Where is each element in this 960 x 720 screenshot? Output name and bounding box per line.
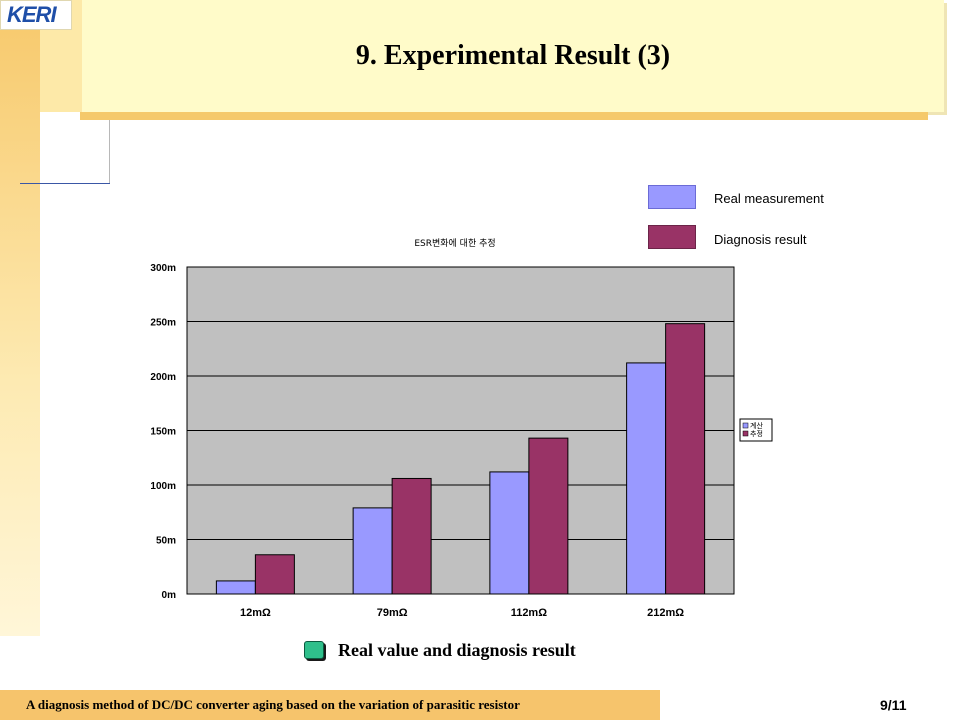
bar-diagnosis-result [254,554,295,595]
inner-legend-swatch [742,430,749,437]
legend-label-diagnosis-result: Diagnosis result [714,232,807,247]
y-tick-label: 0m [162,590,177,601]
legend-swatch-real-measurement [648,185,696,209]
decor-horizontal-line [20,183,110,184]
inner-legend-label: 추정 [750,429,763,438]
y-tick-label: 150m [150,427,176,438]
slide-title: 9. Experimental Result (3) [355,40,671,71]
inner-legend-swatch [742,422,749,429]
logo-text: KERI [7,2,57,27]
bar-real-measurement [215,580,256,595]
inner-legend-label: 계산 [750,421,763,430]
x-tick-label: 212mΩ [647,607,684,619]
title-bar: 9. Experimental Result (3) [82,0,944,112]
keri-logo: KERI [0,0,72,30]
bar-real-measurement [352,507,393,595]
x-tick-label: 79mΩ [377,607,408,619]
chart-caption: Real value and diagnosis result [338,640,576,660]
left-decor-band [0,0,40,636]
footer-text: A diagnosis method of DC/DC converter ag… [26,697,520,712]
y-tick-label: 100m [150,481,176,492]
y-tick-label: 50m [156,536,176,547]
legend-label-real-measurement: Real measurement [714,191,824,206]
chart-title: ESR변화에 대한 추정 [414,238,495,249]
title-underline [80,112,928,120]
bar-real-measurement [489,471,530,595]
bar-real-measurement [626,362,667,595]
bar-diagnosis-result [528,437,569,595]
bar-diagnosis-result [391,477,432,595]
x-tick-label: 12mΩ [240,607,271,619]
bar-chart: ESR변화에 대한 추정 0m 50m 100m 150m 200m 250m 300m 12m… [150,238,773,619]
y-tick-label: 250m [150,318,176,329]
x-tick-label: 112mΩ [511,607,548,619]
y-tick-label: 300m [150,263,176,274]
footer-bar [0,690,660,720]
legend-swatch-diagnosis-result [648,225,696,249]
y-tick-label: 200m [150,372,176,383]
caption-bullet-icon [304,641,324,659]
decor-vertical-line [109,120,110,184]
bar-diagnosis-result [665,323,706,595]
page-number: 9/11 [880,697,907,713]
